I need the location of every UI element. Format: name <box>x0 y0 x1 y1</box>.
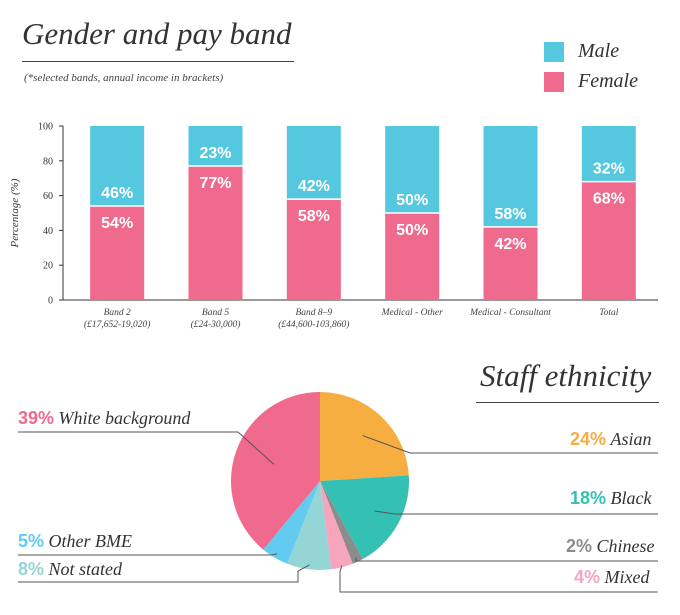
bar-male-value-label: 23% <box>199 145 231 162</box>
bar-male-value-label: 32% <box>593 161 625 178</box>
pie-slice-not-stated <box>287 481 332 570</box>
eth-name-not-stated: Not stated <box>48 559 123 579</box>
y-tick-label: 80 <box>43 156 53 167</box>
eth-label-white: 39% White background <box>18 408 190 429</box>
eth-label-asian: 24% Asian <box>570 429 652 450</box>
y-tick-label: 100 <box>38 122 53 133</box>
eth-value-chinese: 2% <box>566 536 593 556</box>
eth-label-not-stated: 8% Not stated <box>18 559 122 580</box>
bar-female <box>90 206 145 300</box>
eth-value-not-stated: 8% <box>18 559 45 579</box>
legend-label-male: Male <box>578 40 620 62</box>
pie-leader-line <box>362 435 658 454</box>
x-category-label: Band 5 <box>202 308 229 318</box>
bar-male-value-label: 42% <box>298 178 330 195</box>
gender-chart-subtitle: (*selected bands, annual income in brack… <box>24 72 224 84</box>
bar-female-value-label: 42% <box>494 236 526 253</box>
pie-leader-line <box>18 553 278 556</box>
x-category-label: Band 8–9 <box>295 308 332 318</box>
eth-value-mixed: 4% <box>574 567 601 587</box>
bar-female <box>581 181 636 300</box>
x-category-label: Medical - Other <box>381 308 444 318</box>
gender-chart-title: Gender and pay band <box>22 16 292 51</box>
bar-male <box>385 126 440 213</box>
bar-female <box>483 226 538 300</box>
pie-slice-mixed <box>320 481 353 570</box>
ethnicity-pie-chart <box>18 392 658 593</box>
bar-male <box>90 126 145 207</box>
pie-slice-black <box>320 475 409 559</box>
eth-name-other-bme: Other BME <box>48 531 132 551</box>
bar-female <box>188 166 243 300</box>
eth-label-mixed: 4% Mixed <box>574 567 650 588</box>
x-category-label: Band 2 <box>104 308 131 318</box>
x-category-label: (£24-30,000) <box>191 319 241 330</box>
bar-female-value-label: 68% <box>593 191 625 208</box>
legend-item-female: Female <box>544 70 638 93</box>
bar-male <box>483 126 538 227</box>
eth-value-black: 18% <box>570 488 607 508</box>
eth-label-chinese: 2% Chinese <box>566 536 655 557</box>
pie-leader-line <box>374 510 658 515</box>
pie-slice-white-background <box>230 392 320 550</box>
ethnicity-chart-title: Staff ethnicity <box>480 358 652 393</box>
bar-male <box>188 126 243 167</box>
y-tick-label: 20 <box>43 261 53 272</box>
ethnicity-title-rule <box>476 402 659 403</box>
x-category-label: (£44,600-103,860) <box>278 319 349 330</box>
pie-leader-line <box>339 565 658 593</box>
y-axis-title: Percentage (%) <box>9 178 21 248</box>
legend-swatch-male <box>544 41 564 62</box>
pie-slice-chinese <box>320 481 363 564</box>
x-category-label: Medical - Consultant <box>469 308 551 318</box>
x-category-label: Total <box>599 308 619 318</box>
eth-value-asian: 24% <box>570 429 607 449</box>
legend-swatch-female <box>544 71 564 92</box>
x-category-label: (£17,652-19,020) <box>84 319 151 330</box>
eth-name-white: White background <box>58 408 191 428</box>
eth-name-asian: Asian <box>610 429 652 449</box>
bar-male <box>286 126 341 200</box>
bar-male-value-label: 50% <box>396 192 428 209</box>
bar-female-value-label: 54% <box>101 215 133 232</box>
bar-female <box>385 213 440 300</box>
bar-female-value-label: 58% <box>298 208 330 225</box>
eth-value-white: 39% <box>18 408 55 428</box>
eth-label-black: 18% Black <box>570 488 652 509</box>
eth-value-other-bme: 5% <box>18 531 45 551</box>
legend-label-female: Female <box>578 70 638 92</box>
pie-leader-line <box>18 564 310 583</box>
pie-slice-other-bme <box>263 481 320 564</box>
eth-label-other-bme: 5% Other BME <box>18 531 132 552</box>
pie-leader-line <box>18 431 275 465</box>
bar-female-value-label: 77% <box>199 175 231 192</box>
bar-male-value-label: 46% <box>101 185 133 202</box>
y-tick-label: 40 <box>43 226 53 237</box>
y-tick-label: 0 <box>48 296 53 307</box>
bar-male-value-label: 58% <box>494 206 526 223</box>
y-tick-label: 60 <box>43 191 53 202</box>
bar-female-value-label: 50% <box>396 222 428 239</box>
eth-name-chinese: Chinese <box>596 536 655 556</box>
bar-male <box>581 126 636 182</box>
eth-name-mixed: Mixed <box>604 567 650 587</box>
bar-female <box>286 199 341 300</box>
eth-name-black: Black <box>610 488 652 508</box>
legend-item-male: Male <box>544 40 619 63</box>
pie-leader-line <box>355 557 658 562</box>
gender-title-rule <box>22 61 294 62</box>
